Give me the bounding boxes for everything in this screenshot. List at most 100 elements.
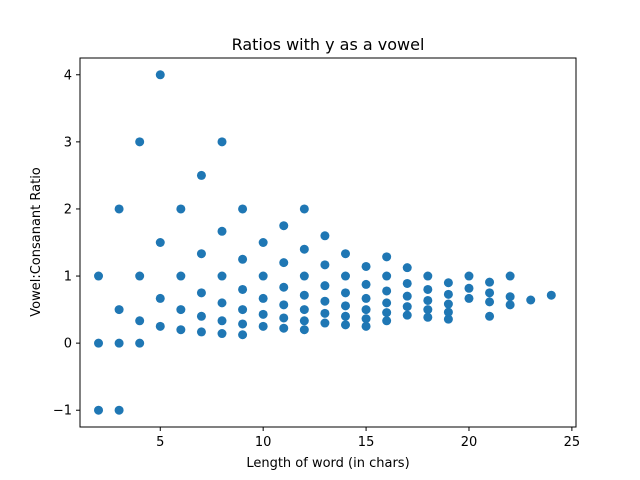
data-point <box>299 271 309 281</box>
data-point <box>176 325 186 335</box>
data-point <box>155 70 165 80</box>
data-point <box>94 405 104 415</box>
data-point <box>382 298 392 308</box>
data-point <box>485 277 495 287</box>
data-point <box>238 330 248 340</box>
x-tick-label: 15 <box>358 435 375 450</box>
data-point <box>196 170 206 180</box>
data-point <box>217 137 227 147</box>
data-point <box>423 305 433 315</box>
data-point <box>382 316 392 326</box>
data-point <box>361 314 371 324</box>
data-point <box>443 314 453 324</box>
data-point <box>114 405 124 415</box>
data-point <box>176 204 186 214</box>
y-tick-label: 2 <box>64 202 72 217</box>
data-point <box>464 283 474 293</box>
y-tick-label: −1 <box>53 404 72 419</box>
data-point <box>258 238 268 247</box>
x-tick-label: 25 <box>564 435 581 450</box>
data-point <box>340 271 350 281</box>
chart-title: Ratios with y as a vowel <box>232 35 425 54</box>
data-point <box>238 204 248 214</box>
data-point <box>135 137 145 147</box>
data-point <box>279 313 289 323</box>
data-point <box>217 298 227 308</box>
data-point <box>464 293 474 303</box>
data-point <box>114 305 124 315</box>
x-axis-label: Length of word (in chars) <box>246 456 409 471</box>
data-point <box>443 278 453 288</box>
data-point <box>402 310 412 320</box>
y-tick-label: 4 <box>64 68 72 83</box>
data-point <box>361 279 371 289</box>
data-point <box>258 309 268 319</box>
data-point <box>238 284 248 294</box>
data-point <box>238 254 248 264</box>
data-point <box>402 291 412 301</box>
data-point <box>320 231 330 241</box>
data-point <box>423 295 433 305</box>
data-point <box>382 271 392 281</box>
data-point <box>155 321 165 331</box>
data-point <box>340 288 350 298</box>
data-point <box>114 204 124 214</box>
data-point <box>135 338 145 348</box>
data-point <box>423 271 433 281</box>
data-point <box>94 271 104 281</box>
data-point <box>196 327 206 337</box>
y-tick-label: 1 <box>64 270 72 285</box>
data-point <box>299 305 309 315</box>
x-tick-label: 20 <box>461 435 478 450</box>
data-point <box>176 271 186 281</box>
data-point <box>279 282 289 292</box>
x-tick-label: 5 <box>156 435 164 450</box>
data-point <box>279 323 289 333</box>
data-point <box>217 226 227 236</box>
data-point <box>135 316 145 326</box>
y-tick-label: 3 <box>64 135 72 150</box>
x-axis: 5 10 15 20 25 <box>156 427 580 450</box>
data-point <box>135 271 145 281</box>
data-point <box>217 271 227 281</box>
data-point <box>361 293 371 303</box>
data-point <box>196 311 206 321</box>
data-point <box>361 305 371 315</box>
data-point <box>402 302 412 312</box>
data-point <box>279 258 289 268</box>
data-point <box>196 288 206 298</box>
data-point <box>258 321 268 331</box>
data-point <box>299 325 309 335</box>
data-point <box>505 271 515 281</box>
y-axis: −1 0 1 2 3 4 <box>53 68 80 419</box>
data-point <box>114 338 124 348</box>
data-point <box>279 221 289 231</box>
data-point <box>443 307 453 317</box>
data-point <box>361 321 371 331</box>
data-point <box>526 295 536 305</box>
data-point <box>402 263 412 273</box>
data-point <box>258 293 268 303</box>
data-point <box>217 329 227 339</box>
data-point <box>196 249 206 259</box>
data-point <box>340 249 350 259</box>
data-point <box>505 292 515 302</box>
data-point <box>238 305 248 315</box>
data-point <box>340 311 350 321</box>
data-point <box>382 252 392 262</box>
data-point <box>443 299 453 309</box>
data-point <box>485 311 495 321</box>
data-point <box>340 301 350 311</box>
data-point <box>320 281 330 291</box>
data-points <box>94 70 556 415</box>
data-point <box>279 300 289 310</box>
data-point <box>485 297 495 307</box>
data-point <box>94 338 104 348</box>
data-point <box>217 316 227 326</box>
data-point <box>505 300 515 310</box>
data-point <box>155 238 165 247</box>
data-point <box>299 290 309 300</box>
y-axis-label: Vowel:Consanant Ratio <box>29 167 44 317</box>
data-point <box>299 244 309 254</box>
